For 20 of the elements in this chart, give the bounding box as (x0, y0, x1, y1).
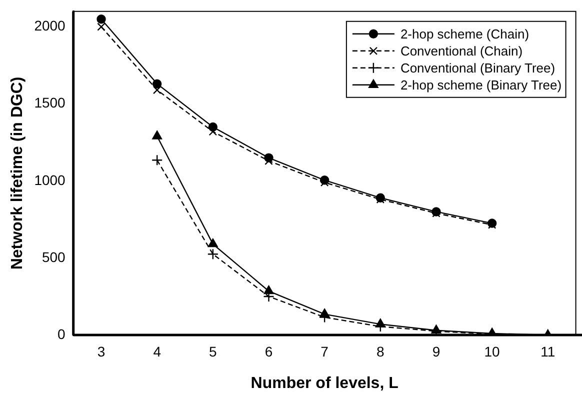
x-tick-label: 5 (209, 343, 218, 360)
x-tick-label: 3 (97, 343, 106, 360)
x-tick-label: 9 (432, 343, 440, 360)
y-tick-label: 500 (42, 248, 66, 265)
x-tick-label: 11 (540, 343, 556, 360)
y-tick-label: 2000 (34, 18, 66, 34)
legend-label: Conventional (Binary Tree) (400, 60, 556, 76)
y-axis-title: Network lifetime (in DGC) (9, 76, 26, 270)
x-axis-title: Number of levels, L (250, 374, 399, 392)
legend-label: 2-hop scheme (Chain) (400, 26, 530, 42)
x-tick-label: 8 (376, 343, 384, 360)
x-tick-label: 7 (320, 343, 329, 360)
y-tick-label: 1000 (34, 172, 66, 188)
x-tick-label: 4 (153, 343, 162, 360)
legend-label: 2-hop scheme (Binary Tree) (400, 77, 562, 92)
x-tick-label: 10 (484, 343, 500, 360)
legend-label: Conventional (Chain) (400, 43, 523, 58)
y-tick-label: 1500 (34, 94, 66, 111)
y-tick-label: 0 (58, 326, 66, 342)
x-tick-label: 6 (264, 343, 273, 360)
